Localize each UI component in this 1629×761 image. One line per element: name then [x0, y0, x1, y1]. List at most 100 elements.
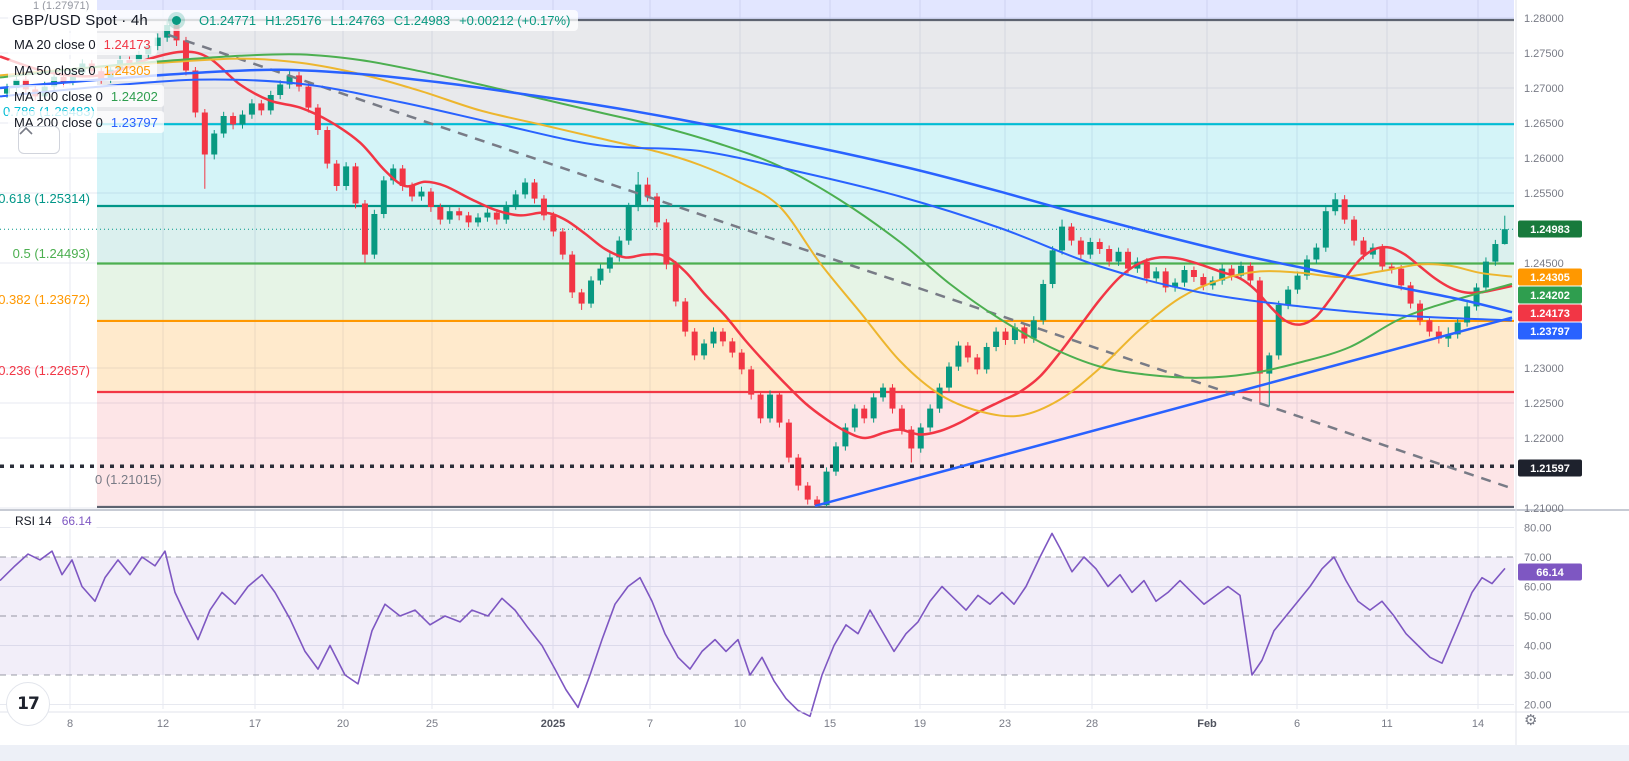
fib-bands: [0, 0, 1514, 675]
timezone-settings-gear-icon[interactable]: ⚙: [1524, 711, 1538, 729]
candle-body: [164, 25, 171, 38]
candle-body: [258, 103, 265, 111]
time-tick-label: 11: [1381, 718, 1392, 730]
price-badge-bg: [1518, 563, 1582, 581]
symbol-title-row[interactable]: GBP/USD Spot · 4h O1.24771 H1.25176 L1.2…: [8, 10, 579, 31]
price-tick-label: 1.28000: [1524, 13, 1564, 25]
rsi-label: RSI 14: [15, 514, 52, 528]
candle-body: [823, 471, 830, 506]
ma-20-value: 1.24173: [103, 36, 151, 52]
candle-body: [1228, 268, 1235, 276]
candle-body: [616, 240, 623, 258]
price-tick-label: 1.22000: [1524, 433, 1564, 445]
candle-body: [1219, 268, 1226, 281]
time-tick-label: 20: [337, 718, 349, 730]
candle-body: [729, 341, 736, 353]
time-axis[interactable]: 8 12 17 20 25 2025 7 10 15 19 23 28 Feb 6 11 14: [67, 718, 1484, 730]
candle-body: [663, 222, 670, 265]
candle-body: [13, 79, 20, 88]
candle-body: [691, 331, 698, 356]
candle-body: [1445, 334, 1452, 339]
price-badge-text: 1.24173: [1530, 308, 1570, 320]
candle-body: [418, 191, 425, 197]
candle-body: [493, 212, 500, 220]
candle-body: [804, 485, 811, 500]
collapse-legend-button[interactable]: [18, 126, 60, 154]
candle-body: [964, 345, 971, 358]
ma-100-row[interactable]: MA 100 close 0 1.24202: [8, 85, 164, 107]
candle-body: [1068, 226, 1075, 241]
rsi-tick-label: 70.00: [1524, 552, 1552, 564]
candle-body: [1143, 261, 1150, 279]
candle-body: [1030, 320, 1037, 339]
candle-body: [1388, 266, 1395, 269]
fib-side-label: 0.5 (1.24493): [13, 246, 90, 261]
candle-body: [1379, 247, 1386, 267]
candle-body: [371, 214, 378, 255]
candle-body: [1464, 306, 1471, 323]
candle-body: [427, 191, 434, 207]
ma-50-row[interactable]: MA 50 close 0 1.24305: [8, 59, 157, 81]
price-tick-label: 1.21000: [1524, 503, 1564, 515]
ohlc-close: C1.24983: [393, 13, 451, 28]
candle-body: [832, 446, 839, 472]
candle-body: [1096, 242, 1103, 249]
candle-body: [248, 103, 255, 115]
candle-body: [1454, 322, 1461, 335]
price-tick-label: 1.25500: [1524, 188, 1564, 200]
ma-20-row[interactable]: MA 20 close 0 1.24173: [8, 33, 157, 55]
candle-body: [1285, 289, 1292, 305]
candle-body: [446, 211, 453, 220]
candle-body: [1313, 247, 1320, 260]
fib-side-label: 0 (1.21015): [95, 472, 162, 487]
candle-body: [795, 457, 802, 486]
candle-body: [314, 107, 321, 130]
candle-body: [267, 95, 274, 111]
price-axis[interactable]: 1.28000 1.27500 1.27000 1.26500 1.26000 1.255…: [1518, 13, 1582, 712]
candle-body: [182, 40, 189, 71]
rsi-tick-label: 20.00: [1524, 700, 1552, 712]
price-badge-1.24305: 1.24305: [1518, 268, 1582, 286]
rsi-legend[interactable]: RSI 14 66.14: [10, 513, 97, 529]
candle-body: [1049, 250, 1056, 284]
ma-200-label: MA 200 close 0: [14, 114, 103, 130]
fib-levels[interactable]: 0.618 (1.25314) 0.5 (1.24493) 0.382 (1.236…: [0, 18, 1514, 509]
candle-body: [277, 84, 284, 95]
candle-body: [1501, 229, 1508, 245]
price-tick-label: 1.26500: [1524, 118, 1564, 130]
symbol-title[interactable]: GBP/USD Spot · 4h: [12, 12, 148, 29]
rsi-tick-label: 60.00: [1524, 582, 1552, 594]
price-badge-1.21597: 1.21597: [1518, 459, 1582, 477]
rsi-tick-label: 50.00: [1524, 611, 1552, 623]
rsi-tick-label: 30.00: [1524, 670, 1552, 682]
candle-body: [1011, 327, 1018, 340]
candle-body: [1492, 244, 1499, 262]
candle-body: [588, 280, 595, 304]
candle-body: [550, 215, 557, 232]
candle-body: [1256, 280, 1263, 374]
candle-body: [682, 301, 689, 332]
descending-dashed-trendline: [167, 33, 1511, 489]
tradingview-logo[interactable]: 17: [6, 682, 50, 726]
price-badge-text: 1.23797: [1530, 326, 1570, 338]
candle-body: [1322, 211, 1329, 248]
candle-body: [465, 215, 472, 223]
candle-body: [946, 366, 952, 388]
candle-body: [522, 182, 529, 195]
time-tick-label: 2025: [541, 718, 565, 730]
candle-body: [955, 345, 962, 367]
candle-body: [908, 429, 915, 449]
price-badge-bg: [1518, 220, 1582, 238]
candle-body: [1106, 249, 1113, 262]
time-tick-label: 15: [824, 718, 836, 730]
time-tick-label: 23: [999, 718, 1011, 730]
fib-band: [97, 124, 1514, 207]
price-badge-66.14: 66.14: [1518, 563, 1582, 581]
candle-body: [1351, 219, 1358, 241]
candle-body: [1341, 199, 1348, 220]
rsi-band: [0, 557, 1514, 675]
ma-20-line: [0, 50, 1513, 440]
ohlc-open: O1.24771: [198, 13, 257, 28]
candle-body: [1172, 282, 1179, 288]
